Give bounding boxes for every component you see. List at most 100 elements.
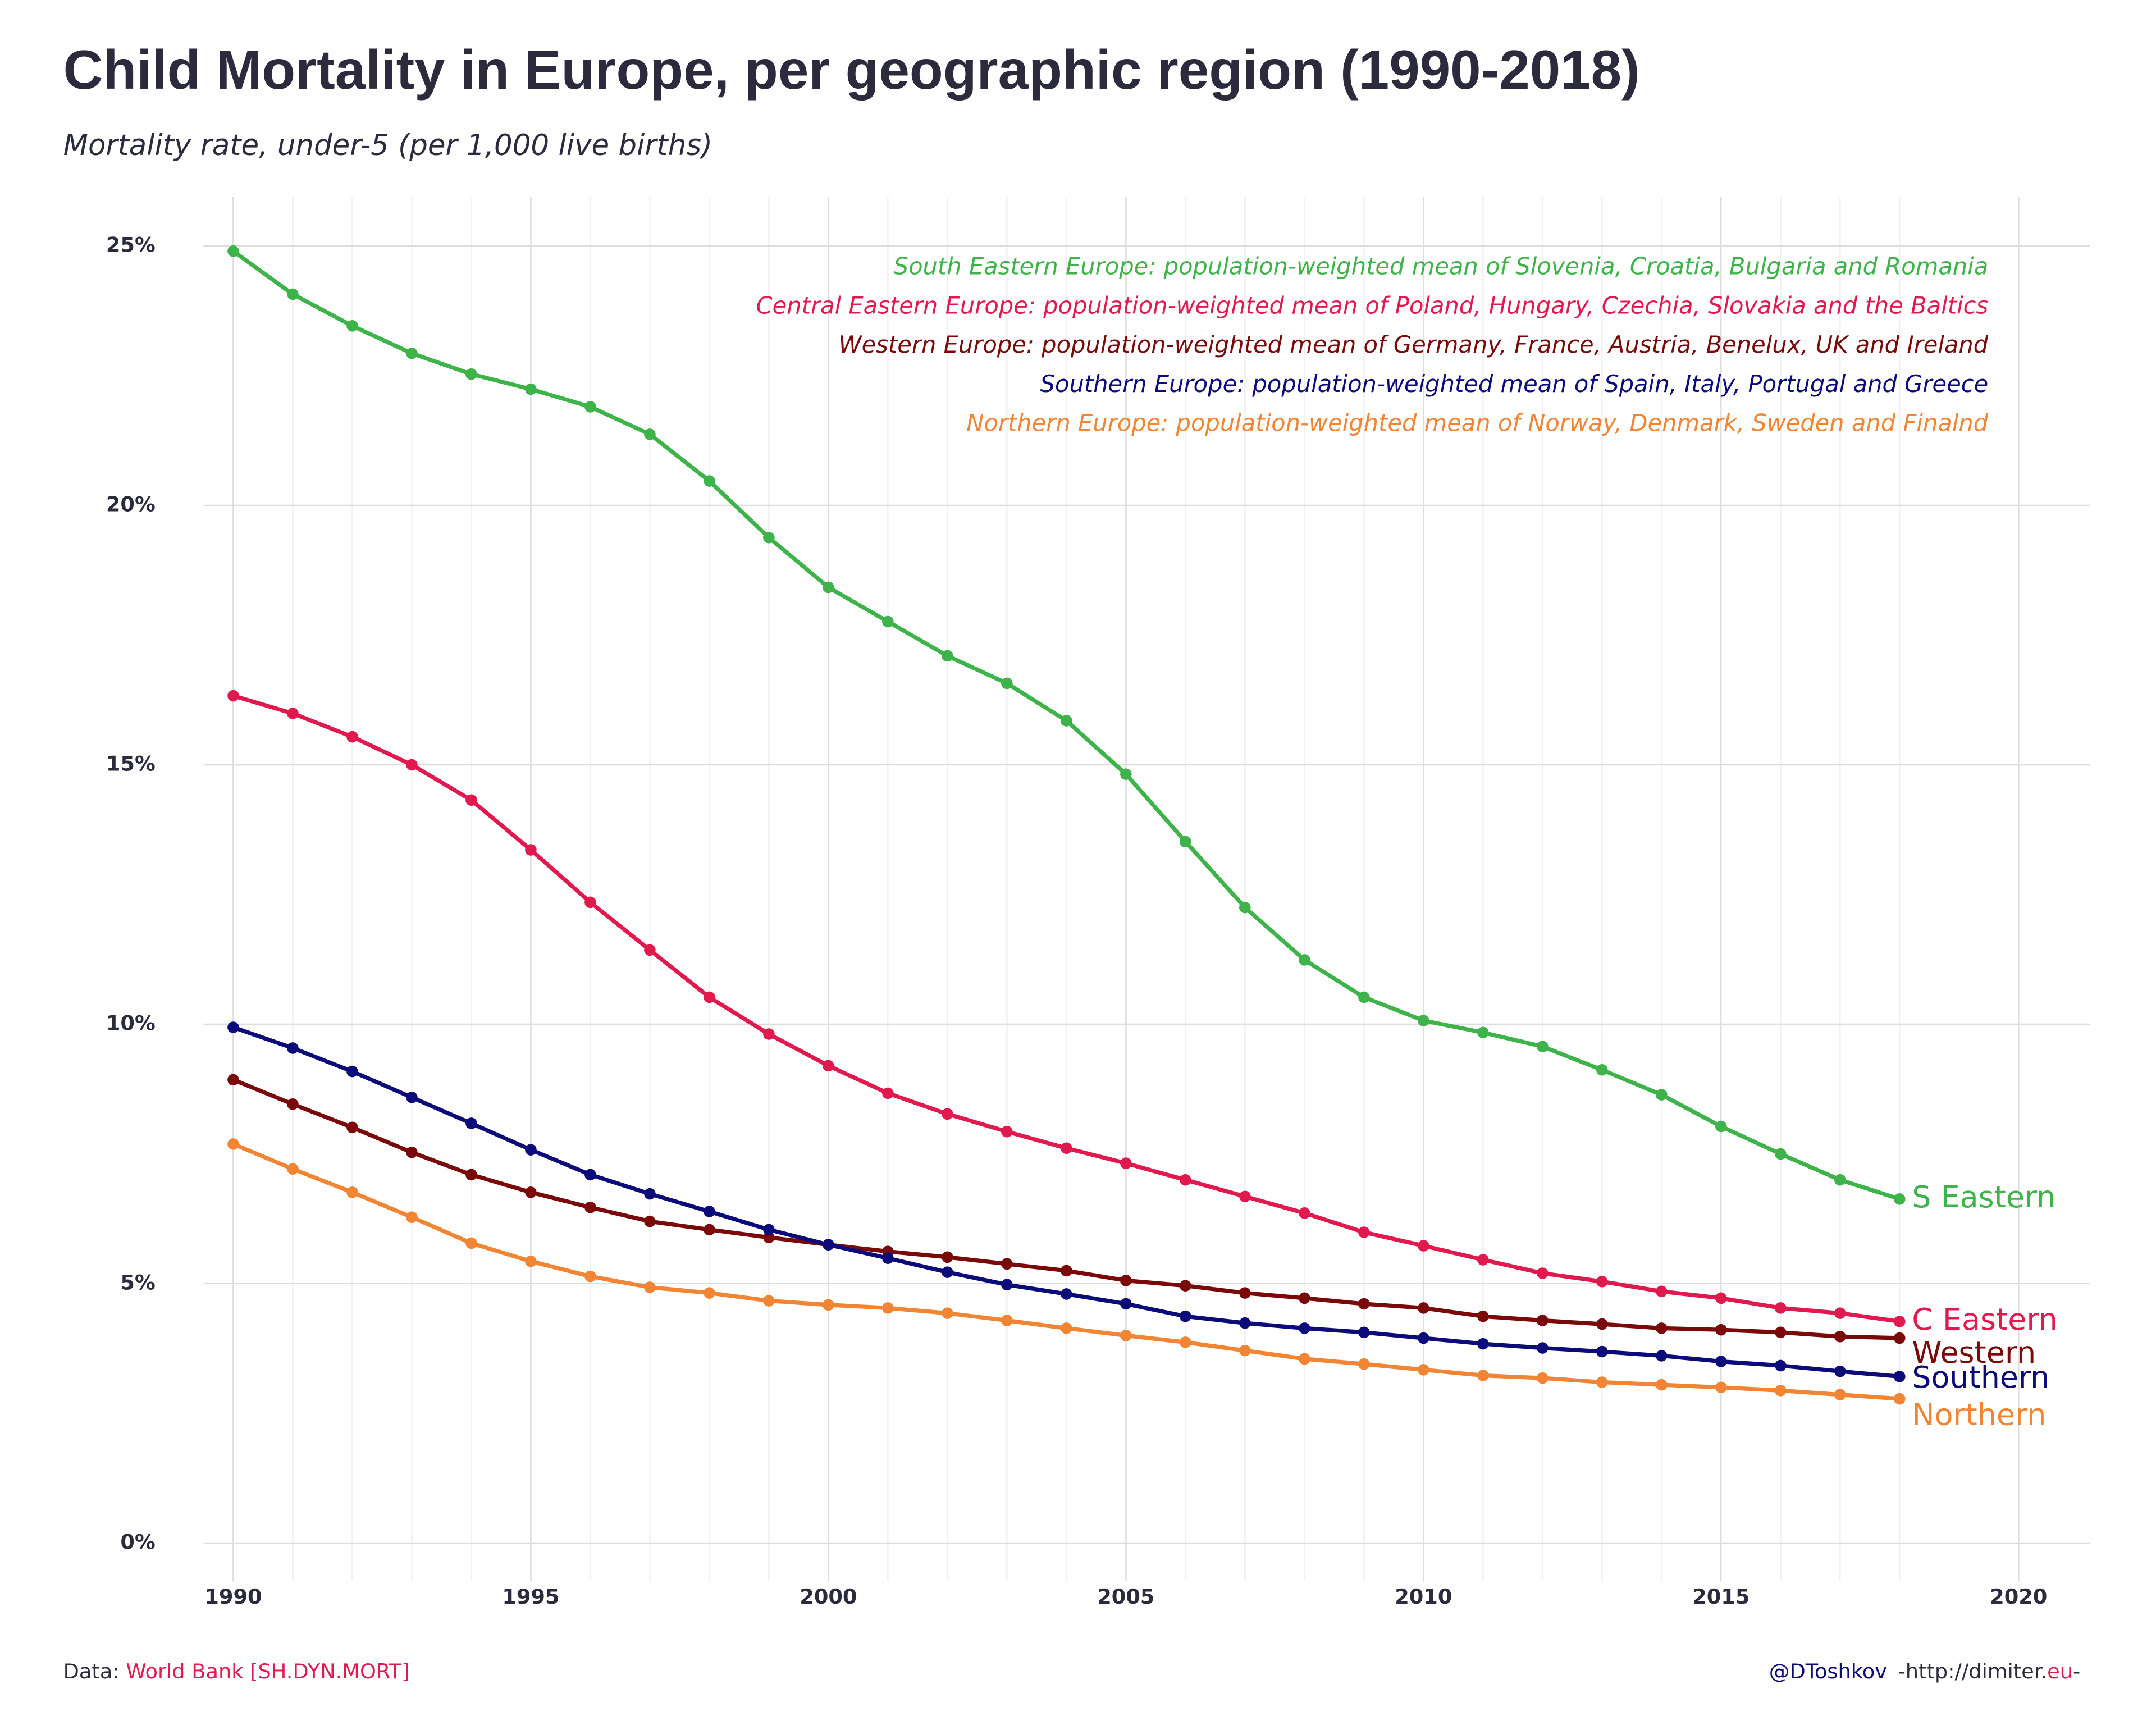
chart-title: Child Mortality in Europe, per geographi… [63, 39, 1640, 101]
data-point [1239, 1287, 1251, 1299]
data-point [1596, 1376, 1608, 1388]
data-point [1299, 1292, 1310, 1304]
data-point [1537, 1372, 1549, 1384]
data-point [1715, 1120, 1727, 1133]
data-point [1299, 1322, 1310, 1334]
x-tick-label: 2015 [1692, 1585, 1750, 1609]
legend-note: Northern Europe: population-weighted mea… [966, 409, 1989, 437]
data-point [346, 1121, 358, 1134]
data-point [525, 844, 537, 856]
chart-subtitle: Mortality rate, under-5 (per 1,000 live … [63, 129, 712, 162]
data-point [704, 475, 715, 487]
data-point [1715, 1292, 1727, 1304]
data-point [1715, 1356, 1727, 1367]
data-point [1656, 1089, 1668, 1101]
data-point [823, 1239, 834, 1251]
data-point [525, 1255, 537, 1267]
data-point [406, 1091, 418, 1103]
data-point [942, 1266, 953, 1278]
data-point [1656, 1285, 1668, 1298]
data-point [1358, 991, 1370, 1003]
data-point [1001, 1279, 1013, 1291]
data-point [644, 1215, 656, 1227]
data-point [406, 347, 418, 359]
x-tick-label: 2000 [800, 1585, 857, 1609]
data-point [704, 991, 715, 1003]
data-point [1120, 1330, 1132, 1341]
credit: @DToshkov -http://dimiter.eu- [1769, 1659, 2081, 1683]
data-point [1834, 1307, 1846, 1319]
data-point [763, 1224, 775, 1236]
data-point [1358, 1326, 1370, 1339]
data-point [1477, 1310, 1489, 1322]
y-tick-label: 20% [106, 492, 156, 516]
data-point [1774, 1326, 1787, 1339]
data-point [1834, 1330, 1846, 1343]
data-point [465, 368, 477, 380]
data-point [346, 320, 358, 332]
data-point [1893, 1332, 1906, 1344]
y-tick-label: 25% [106, 232, 156, 257]
data-point [882, 615, 894, 628]
data-point [1893, 1371, 1906, 1382]
data-point [227, 690, 239, 702]
data-point [1299, 1353, 1310, 1365]
data-point [406, 1146, 418, 1158]
end-label: S Eastern [1912, 1179, 2055, 1215]
x-tick-label: 1990 [204, 1585, 262, 1609]
data-point [1120, 768, 1132, 780]
data-point [287, 288, 299, 300]
data-point [1061, 715, 1072, 727]
data-point [1477, 1026, 1489, 1039]
data-point [1239, 901, 1251, 914]
data-point [1834, 1389, 1846, 1400]
data-point [1477, 1370, 1489, 1381]
credit-end: - [2073, 1659, 2080, 1683]
data-point [1180, 1174, 1191, 1186]
x-tick-label: 2005 [1097, 1585, 1154, 1609]
data-point [1537, 1315, 1549, 1326]
y-tick-label: 5% [120, 1270, 155, 1294]
end-label: Southern [1912, 1359, 2049, 1395]
data-point [882, 1302, 894, 1314]
data-point [1537, 1342, 1549, 1354]
data-point [1239, 1317, 1251, 1329]
credit-tld: eu [2047, 1659, 2073, 1683]
y-tick-label: 0% [120, 1530, 155, 1554]
data-point [584, 1169, 596, 1181]
data-point [1061, 1322, 1072, 1334]
data-point [1120, 1275, 1132, 1286]
data-point [584, 896, 596, 909]
data-point [1001, 1258, 1013, 1270]
data-point [1774, 1359, 1787, 1372]
data-point [1001, 1315, 1013, 1326]
data-point [823, 1299, 834, 1311]
source: Data: World Bank [SH.DYN.MORT] [63, 1659, 410, 1683]
end-label: C Eastern [1912, 1302, 2057, 1337]
y-tick-label: 15% [106, 751, 156, 775]
data-point [1715, 1381, 1727, 1394]
data-point [704, 1206, 715, 1217]
data-point [644, 944, 656, 956]
x-tick-label: 2010 [1395, 1585, 1452, 1609]
data-point [1596, 1345, 1608, 1358]
end-label: Western [1912, 1335, 2036, 1370]
data-point [1239, 1344, 1251, 1357]
data-point [287, 1098, 299, 1110]
data-point [227, 1138, 239, 1150]
data-point [227, 245, 239, 257]
data-point [644, 1188, 656, 1200]
data-point [584, 1270, 596, 1283]
data-point [346, 1065, 358, 1078]
data-point [882, 1252, 894, 1264]
data-point [584, 1201, 596, 1213]
legend-note: Western Europe: population-weighted mean… [839, 331, 1989, 358]
data-point [1774, 1302, 1787, 1314]
data-point [287, 1163, 299, 1175]
data-point [406, 759, 418, 771]
legend-note: Southern Europe: population-weighted mea… [1040, 370, 1989, 398]
data-point [1299, 1207, 1310, 1219]
data-point [525, 383, 537, 395]
